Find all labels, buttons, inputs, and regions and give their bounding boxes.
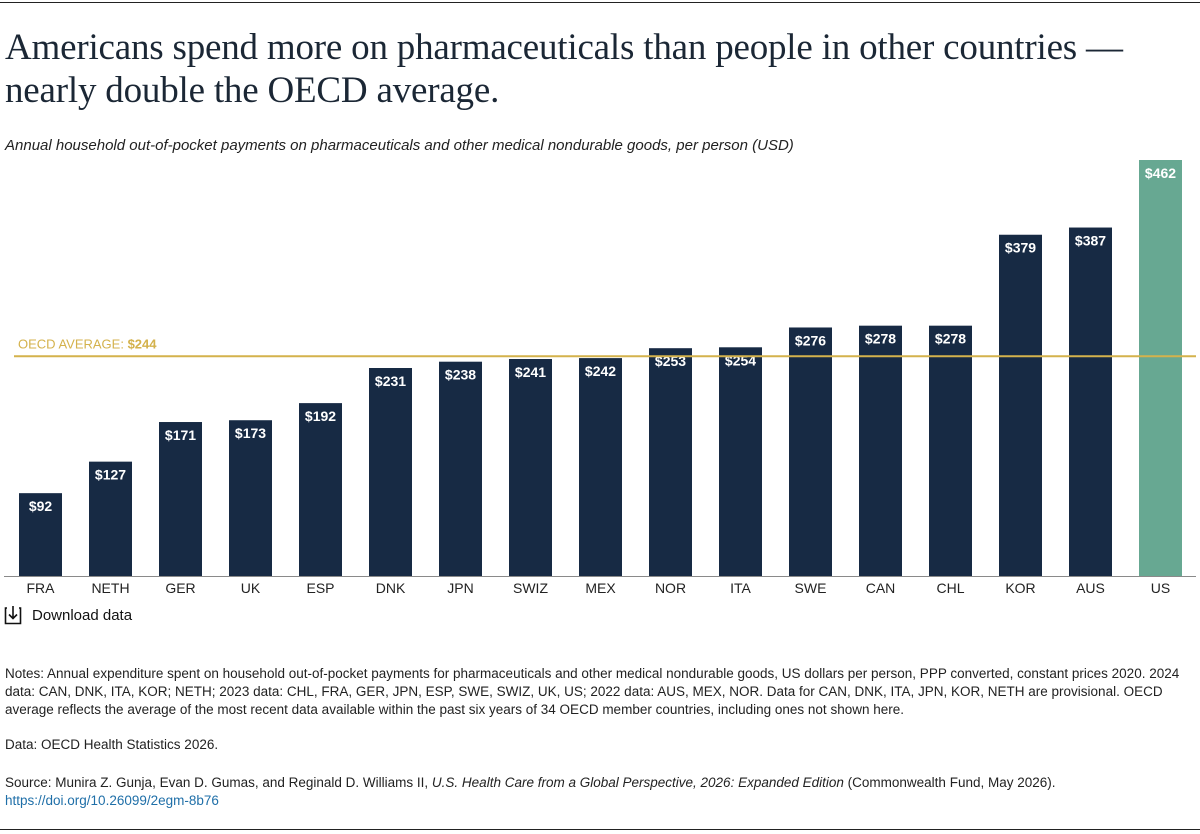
x-tick-label: NETH (91, 580, 129, 596)
x-tick-label: UK (241, 580, 261, 596)
notes-text: Notes: Annual expenditure spent on house… (5, 666, 1180, 717)
bar-value-label: $127 (95, 467, 126, 483)
chart-notes: Notes: Annual expenditure spent on house… (5, 665, 1195, 719)
bar-us (1139, 160, 1182, 576)
source-prefix: Source: Munira Z. Gunja, Evan D. Gumas, … (5, 775, 432, 790)
x-tick-label: MEX (585, 580, 616, 596)
bar-value-label: $238 (445, 367, 476, 383)
bar-swe (789, 327, 832, 576)
x-tick-label: AUS (1076, 580, 1105, 596)
bar-value-label: $241 (515, 364, 546, 380)
doi-link[interactable]: https://doi.org/10.26099/2egm-8b76 (5, 793, 219, 808)
x-tick-label: SWIZ (513, 580, 548, 596)
oecd-average-label: OECD AVERAGE: $244 (18, 336, 157, 351)
x-tick-label: ITA (730, 580, 751, 596)
bar-uk (229, 420, 272, 576)
bar-esp (299, 403, 342, 576)
bar-chart: $92 FRA $127 NETH $171 GER $173 UK $192 ESP $231 DN… (4, 160, 1196, 596)
x-tick-label: JPN (447, 580, 473, 596)
x-tick-label: DNK (376, 580, 406, 596)
x-tick-label: GER (165, 580, 195, 596)
source-citation: Source: Munira Z. Gunja, Evan D. Gumas, … (5, 774, 1195, 810)
bar-value-label: $173 (235, 425, 266, 441)
bar-value-label: $92 (29, 498, 53, 514)
data-source: Data: OECD Health Statistics 2026. (5, 737, 219, 752)
bar-neth (89, 461, 132, 576)
bar-value-label: $276 (795, 332, 826, 348)
bar-can (859, 325, 902, 576)
download-data-button[interactable]: Download data (4, 605, 132, 625)
bar-value-label: $278 (865, 331, 896, 347)
chart-subtitle: Annual household out-of-pocket payments … (5, 137, 794, 154)
chart-title: Americans spend more on pharmaceuticals … (5, 27, 1123, 111)
source-title: U.S. Health Care from a Global Perspecti… (431, 775, 844, 790)
bar-value-label: $231 (375, 373, 406, 389)
x-tick-label: ESP (306, 580, 334, 596)
bar-value-label: $379 (1005, 240, 1036, 256)
download-icon (4, 606, 22, 625)
top-rule (0, 2, 1200, 3)
bar-value-label: $254 (725, 352, 756, 368)
x-tick-label: NOR (655, 580, 686, 596)
bar-value-label: $278 (935, 331, 966, 347)
bar-value-label: $242 (585, 363, 616, 379)
bar-jpn (439, 361, 482, 576)
x-tick-label: FRA (27, 580, 56, 596)
bar-chl (929, 325, 972, 576)
x-tick-label: KOR (1005, 580, 1035, 596)
bar-swiz (509, 358, 552, 576)
x-tick-label: CHL (936, 580, 964, 596)
bottom-rule (0, 829, 1200, 830)
bar-value-label: $192 (305, 408, 336, 424)
x-tick-label: CAN (866, 580, 896, 596)
bar-kor (999, 234, 1042, 576)
bar-nor (649, 348, 692, 576)
bar-ita (719, 347, 762, 576)
bar-aus (1069, 227, 1112, 576)
download-data-label: Download data (32, 606, 133, 624)
bar-mex (579, 358, 622, 576)
bar-value-label: $387 (1075, 233, 1106, 249)
bar-ger (159, 422, 202, 576)
x-tick-label: SWE (795, 580, 827, 596)
bar-dnk (369, 368, 412, 576)
bar-value-label: $462 (1145, 165, 1176, 181)
source-suffix: (Commonwealth Fund, May 2026). (843, 775, 1056, 790)
bar-fra (19, 493, 62, 576)
x-tick-label: US (1151, 580, 1170, 596)
bar-value-label: $171 (165, 427, 196, 443)
